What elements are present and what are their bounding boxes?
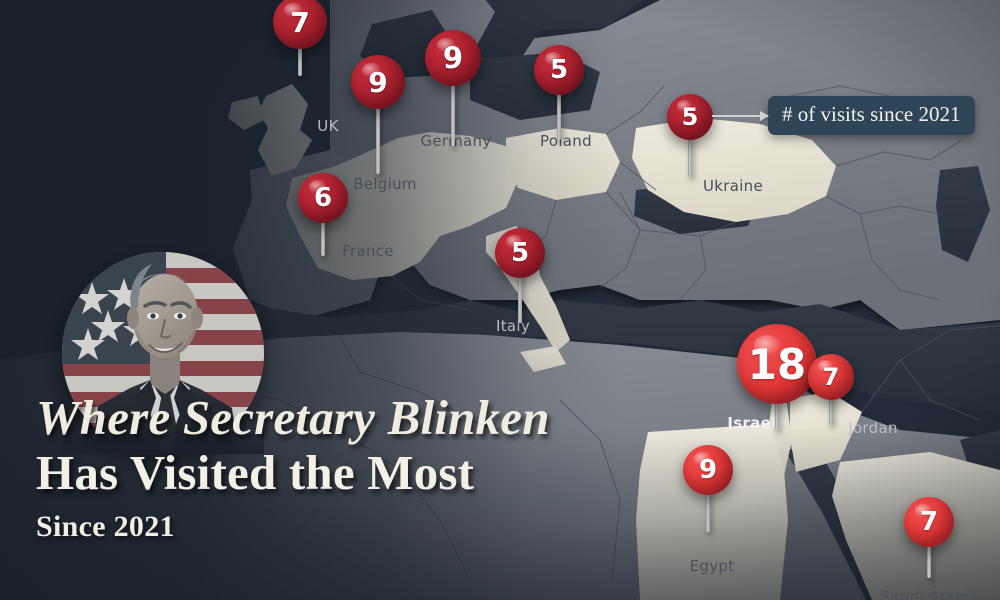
- legend-arrow-icon: [712, 110, 769, 121]
- title-line-2: Has Visited the Most: [36, 444, 475, 500]
- map-pin-france[interactable]: 6: [298, 173, 348, 256]
- pin-visit-count: 5: [681, 103, 699, 131]
- legend-label: # of visits since 2021: [768, 96, 975, 135]
- pin-visit-count: 7: [919, 507, 939, 537]
- map-pin-egypt[interactable]: 9: [683, 445, 733, 532]
- title-line-1: Where Secretary Blinken: [36, 390, 550, 445]
- pin-visit-count: 9: [442, 41, 464, 75]
- pin-head[interactable]: 9: [351, 55, 405, 109]
- pin-stem: [927, 522, 931, 578]
- pin-stem: [298, 22, 302, 76]
- pin-visit-count: 5: [510, 238, 530, 268]
- legend: # of visits since 2021: [712, 96, 975, 135]
- pin-head[interactable]: 6: [298, 173, 348, 223]
- pin-stem: [321, 198, 325, 256]
- pin-head[interactable]: 9: [683, 445, 733, 495]
- map-pin-uk[interactable]: 7: [273, 0, 327, 76]
- map-pin-saudi-arabia[interactable]: 7: [904, 497, 954, 578]
- pin-head[interactable]: 5: [534, 45, 584, 95]
- title-line-3: Since 2021: [36, 509, 175, 543]
- pin-stem: [376, 82, 380, 174]
- pin-visit-count: 5: [549, 55, 569, 85]
- pin-stem: [557, 70, 561, 140]
- pin-head[interactable]: 7: [273, 0, 327, 49]
- pin-visit-count: 6: [313, 183, 333, 213]
- map-pin-israel[interactable]: 18: [737, 324, 817, 430]
- pin-visit-count: 18: [747, 339, 807, 389]
- pin-visit-count: 9: [698, 455, 718, 485]
- pin-stem: [518, 253, 522, 323]
- map-pin-ukraine[interactable]: 5: [667, 94, 713, 177]
- badge-bottom-fade: [62, 420, 264, 454]
- pin-head[interactable]: 7: [808, 354, 854, 400]
- pin-head[interactable]: 5: [495, 228, 545, 278]
- map-pin-poland[interactable]: 5: [534, 45, 584, 140]
- pin-stem: [829, 377, 833, 425]
- pin-stem: [451, 58, 455, 146]
- pin-visit-count: 9: [368, 65, 388, 99]
- pin-head[interactable]: 7: [904, 497, 954, 547]
- pin-head[interactable]: 18: [737, 324, 817, 404]
- pin-head[interactable]: 5: [667, 94, 713, 140]
- pin-stem: [688, 117, 692, 177]
- map-pin-italy[interactable]: 5: [495, 228, 545, 323]
- pin-head[interactable]: 9: [425, 30, 481, 86]
- map-pin-germany[interactable]: 9: [425, 30, 481, 146]
- map-pin-jordan[interactable]: 7: [808, 354, 854, 425]
- page-title: Where Secretary Blinken Has Visited the …: [36, 392, 676, 544]
- pin-visit-count: 7: [290, 5, 310, 39]
- us-flag-portrait-badge: [62, 252, 264, 454]
- pin-stem: [706, 470, 710, 532]
- map-pin-belgium[interactable]: 9: [351, 55, 405, 174]
- pin-visit-count: 7: [822, 363, 840, 391]
